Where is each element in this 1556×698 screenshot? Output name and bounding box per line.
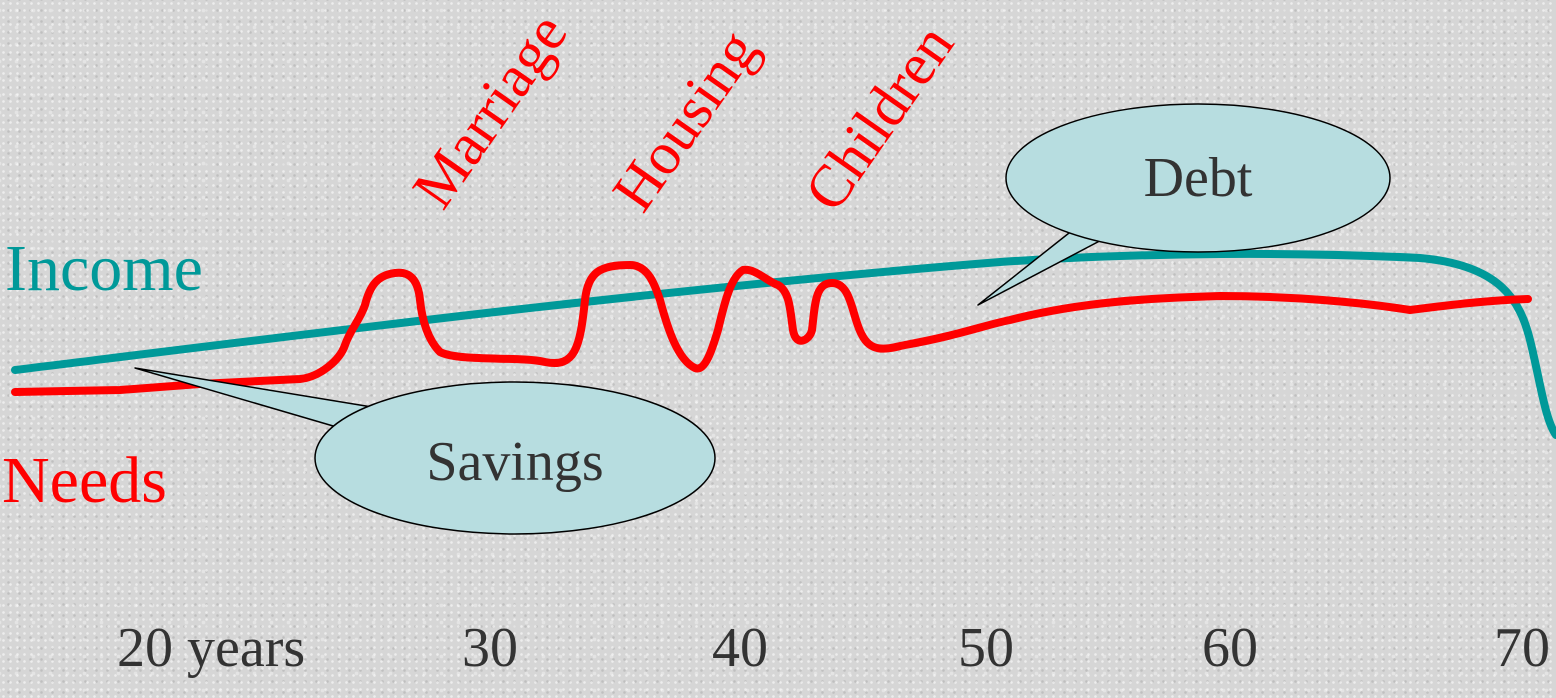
debt-callout: Debt (977, 103, 1391, 306)
debt-callout-label: Debt (1144, 147, 1253, 209)
event-label-marriage: Marriage (400, 1, 580, 219)
income-label: Income (5, 232, 203, 305)
savings-callout-label: Savings (426, 431, 603, 493)
savings-callout-pointer (134, 367, 379, 429)
age-tick-label: 30 (462, 617, 518, 679)
age-tick-label: 60 (1202, 617, 1258, 679)
savings-callout: Savings (134, 367, 716, 535)
savings-callout-bubble (314, 381, 716, 535)
income-curve (11, 249, 1556, 439)
event-label-housing: Housing (600, 18, 771, 222)
age-tick-label: 70 (1494, 617, 1550, 679)
event-label-children: Children (792, 13, 967, 223)
needs-label: Needs (2, 444, 167, 517)
age-tick-label: 40 (712, 617, 768, 679)
needs-curve (11, 261, 1532, 396)
age-tick-label: 50 (958, 617, 1014, 679)
age-axis: 20 years 30 40 50 60 70 (117, 617, 1550, 679)
age-tick-label: 20 years (117, 617, 305, 679)
